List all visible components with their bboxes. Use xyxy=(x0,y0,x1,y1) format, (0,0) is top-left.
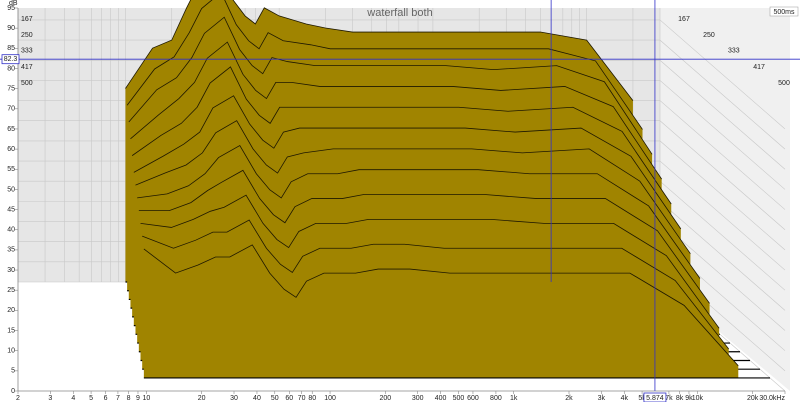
slice-fill xyxy=(143,244,739,378)
x-tick-label: 3k xyxy=(598,395,606,402)
y-tick-label: 95 xyxy=(7,5,15,12)
x-tick-label: 600 xyxy=(467,395,479,402)
x-tick-label: 60 xyxy=(285,395,293,402)
x-tick-label: 200 xyxy=(379,395,391,402)
grid-line xyxy=(659,39,786,150)
grid-line xyxy=(659,19,786,130)
time-label-box xyxy=(769,6,799,17)
x-tick-label: 300 xyxy=(412,395,424,402)
y-tick-label: 5 xyxy=(11,368,15,375)
slice-line xyxy=(137,144,701,279)
grid-line xyxy=(659,201,786,311)
cursor-x-label: 5.874 xyxy=(646,395,664,402)
x-tick-label: 70 xyxy=(298,395,306,402)
x-tick-label: 10k xyxy=(692,395,704,402)
x-tick-label: 800 xyxy=(490,395,502,402)
x-tick-label: 3 xyxy=(48,395,52,402)
y-tick-label: 35 xyxy=(7,247,15,254)
x-tick-label: 400 xyxy=(435,395,447,402)
x-tick-label: 5k xyxy=(638,395,646,402)
x-tick-label: 100 xyxy=(324,395,336,402)
x-tick-label: 4 xyxy=(71,395,75,402)
y-tick-label: 40 xyxy=(7,227,15,234)
slice-line xyxy=(135,120,691,254)
y-tick-label: 25 xyxy=(7,287,15,294)
x-tick-label: 8 xyxy=(127,395,131,402)
grid-line xyxy=(659,180,786,291)
x-tick-label: 9k xyxy=(685,395,693,402)
y-tick-label: 90 xyxy=(7,25,15,32)
x-tick-label: 40 xyxy=(253,395,261,402)
x-tick-label: 500 xyxy=(453,395,465,402)
slice-line xyxy=(142,219,730,350)
slice-line xyxy=(143,244,739,367)
x-tick-label: 50 xyxy=(271,395,279,402)
y-tick-label: 55 xyxy=(7,166,15,173)
y-tick-label: 65 xyxy=(7,126,15,133)
x-tick-label: 6 xyxy=(104,395,108,402)
x-tick-label: 9 xyxy=(136,395,140,402)
time-axis-label: 500ms xyxy=(773,9,795,16)
y-tick-label: 45 xyxy=(7,206,15,213)
slice-line xyxy=(126,0,643,130)
x-tick-label: 1k xyxy=(510,395,518,402)
y-tick-label: 15 xyxy=(7,327,15,334)
cursor-y-label: 82.3 xyxy=(4,56,18,63)
grid-line xyxy=(659,60,786,170)
time-tick-label: 417 xyxy=(753,64,765,71)
time-tick-label: 167 xyxy=(21,16,33,23)
slice-line xyxy=(138,169,710,304)
cursor-x-box xyxy=(643,392,667,402)
time-tick-label: 333 xyxy=(21,48,33,55)
x-tick-label: 30 xyxy=(230,395,238,402)
time-tick-label: 167 xyxy=(678,16,690,23)
slice-line xyxy=(140,194,720,329)
time-tick-label: 333 xyxy=(728,48,740,55)
time-tick-label: 500 xyxy=(778,80,790,87)
y-tick-label: 70 xyxy=(7,106,15,113)
time-tick-label: 500 xyxy=(21,80,33,87)
time-tick-label: 417 xyxy=(21,64,33,71)
slice-line xyxy=(125,0,634,101)
slice-line xyxy=(131,66,672,205)
slice-line xyxy=(133,95,682,230)
x-tick-label: 4k xyxy=(621,395,629,402)
grid-line xyxy=(659,160,786,271)
y-tick-label: 60 xyxy=(7,146,15,153)
x-tick-label: 20 xyxy=(198,395,206,402)
y-tick-label: 85 xyxy=(7,45,15,52)
y-tick-label: 20 xyxy=(7,307,15,314)
y-tick-label: 80 xyxy=(7,65,15,72)
y-tick-label: 10 xyxy=(7,348,15,355)
chart-title: waterfall both xyxy=(366,7,432,19)
x-tick-label: 30.0kHz xyxy=(759,395,785,402)
x-tick-label: 8k xyxy=(676,395,684,402)
y-axis-label: dB xyxy=(9,0,18,7)
x-tick-label: 80 xyxy=(308,395,316,402)
x-tick-label: 10 xyxy=(142,395,150,402)
time-tick-label: 250 xyxy=(21,32,33,39)
grid-line xyxy=(659,140,786,251)
time-tick-label: 250 xyxy=(703,32,715,39)
grid-line xyxy=(659,100,786,210)
x-tick-label: 5 xyxy=(89,395,93,402)
y-tick-label: 50 xyxy=(7,186,15,193)
slices xyxy=(125,0,770,379)
x-tick-label: 7 xyxy=(116,395,120,402)
y-tick-label: 30 xyxy=(7,267,15,274)
grid-line xyxy=(659,80,786,190)
cursor-y-box xyxy=(1,54,20,65)
slice-line xyxy=(130,41,662,180)
x-tick-label: 2k xyxy=(565,395,573,402)
x-tick-label: 2 xyxy=(16,395,20,402)
y-tick-label: 0 xyxy=(11,388,15,395)
x-tick-label: 7k xyxy=(665,395,673,402)
grid-line xyxy=(659,120,786,230)
y-tick-label: 75 xyxy=(7,85,15,92)
x-tick-label: 20k xyxy=(747,395,759,402)
